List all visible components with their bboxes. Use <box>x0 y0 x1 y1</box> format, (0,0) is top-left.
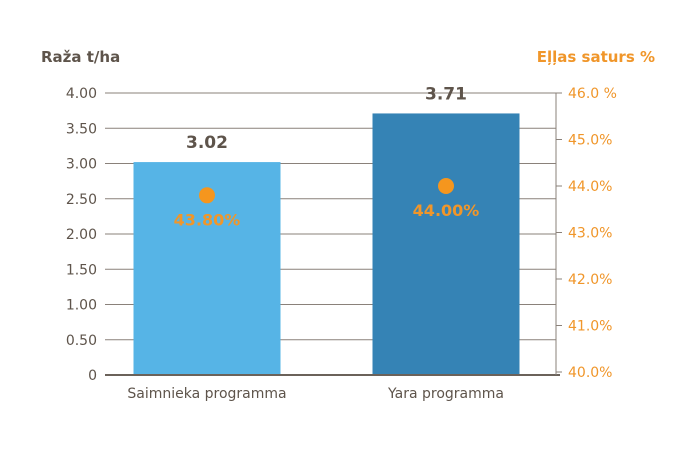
bar-value-label: 3.02 <box>186 133 228 153</box>
left-tick-label: 1.00 <box>66 298 97 314</box>
bar <box>372 113 520 375</box>
right-tick-label: 40.0% <box>568 365 612 381</box>
right-tick-label: 41.0% <box>568 319 612 335</box>
left-tick-label: 3.00 <box>66 157 97 173</box>
left-tick-label: 4.00 <box>66 86 97 102</box>
oil-content-label: 44.00% <box>413 201 480 220</box>
left-tick-label: 0.50 <box>66 333 97 349</box>
right-tick-label: 44.0% <box>568 179 612 195</box>
oil-content-point <box>438 178 454 194</box>
right-tick-label: 45.0% <box>568 133 612 149</box>
right-tick-label: 46.0 % <box>568 86 617 102</box>
left-tick-label: 1.50 <box>66 262 97 278</box>
right-axis-title: Eļļas saturs % <box>537 48 655 66</box>
bar-value-label: 3.71 <box>425 84 467 104</box>
left-tick-label: 0 <box>88 368 97 384</box>
left-tick-label: 2.50 <box>66 192 97 208</box>
oil-content-point <box>199 187 215 204</box>
oil-content-label: 43.80% <box>174 210 241 229</box>
right-tick-label: 43.0% <box>568 226 612 242</box>
left-tick-label: 2.00 <box>66 227 97 243</box>
category-label: Saimnieka programma <box>127 386 286 402</box>
category-label: Yara programma <box>387 386 504 402</box>
right-tick-label: 42.0% <box>568 272 612 288</box>
left-tick-label: 3.50 <box>66 121 97 137</box>
left-axis-title: Raža t/ha <box>41 48 120 66</box>
